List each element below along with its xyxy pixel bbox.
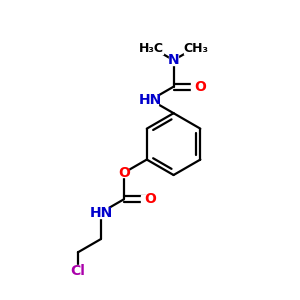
Bar xyxy=(72,265,84,275)
Bar xyxy=(191,82,200,91)
Text: HN: HN xyxy=(139,93,162,107)
Text: O: O xyxy=(194,80,206,94)
Bar xyxy=(119,168,128,177)
Bar xyxy=(143,43,164,54)
Text: N: N xyxy=(168,53,179,67)
Text: O: O xyxy=(144,192,156,206)
Text: O: O xyxy=(118,166,130,180)
Bar xyxy=(143,95,158,105)
Text: CH₃: CH₃ xyxy=(183,42,208,55)
Text: H₃C: H₃C xyxy=(139,42,164,55)
Bar xyxy=(94,207,108,218)
Bar xyxy=(142,195,150,204)
Bar xyxy=(169,56,178,64)
Bar xyxy=(184,43,204,54)
Text: Cl: Cl xyxy=(70,265,86,278)
Text: HN: HN xyxy=(89,206,112,220)
